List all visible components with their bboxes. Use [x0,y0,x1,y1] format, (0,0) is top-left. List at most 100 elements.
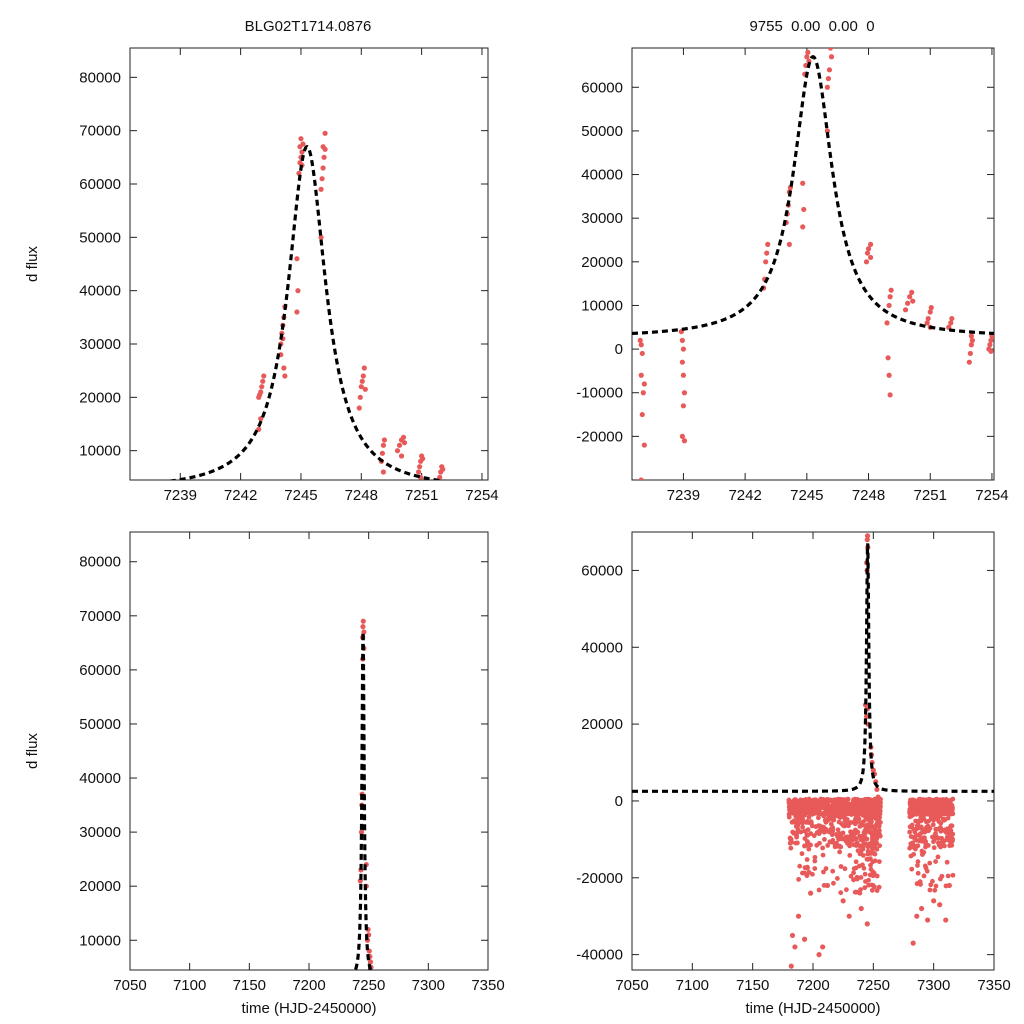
data-point [909,866,915,872]
data-point [929,801,935,806]
data-point [816,952,822,958]
data-point [861,836,867,842]
plot-frame [631,47,995,481]
data-point [381,437,388,443]
data-point [945,873,951,879]
data-point [968,342,974,348]
data-point [805,49,811,55]
data-point [908,811,914,817]
data-point [908,853,914,859]
x-tick-label: 7050 [615,977,648,994]
data-point [828,809,834,814]
data-point [916,825,921,831]
data-point [928,305,934,311]
data-point [937,902,943,908]
data-point [786,814,792,820]
data-point [820,845,826,851]
data-point [796,876,802,882]
right-column-title: 9755 0.00 0.00 0 [749,18,874,35]
x-tick-label: 7251 [405,487,438,504]
y-tick-label: 70000 [79,608,121,625]
data-point [359,378,365,384]
data-point [795,823,801,828]
data-point [968,333,974,339]
data-point [917,817,923,823]
data-point [812,858,818,864]
data-point [933,814,939,819]
data-point [907,294,913,300]
data-point [298,136,304,142]
data-point [859,822,865,828]
data-point [947,838,952,843]
data-point [851,842,857,848]
data-point [949,823,955,829]
data-point [380,442,387,448]
data-point [851,870,856,876]
data-point [941,801,947,806]
data-point [856,863,862,869]
y-tick-label: 0 [615,341,623,358]
data-point [887,392,893,398]
data-point [639,350,645,357]
data-point [795,913,802,919]
data-point [812,854,818,860]
data-point [815,807,821,812]
data-point [400,434,407,440]
data-point [813,824,819,830]
model-curve [632,543,994,793]
y-axis-label: d flux [24,246,41,282]
data-point [885,355,891,361]
data-point [865,816,871,822]
data-point [910,298,916,304]
x-axis-label: time (HJD-2450000) [241,1000,376,1017]
data-point [864,826,870,832]
data-point [380,469,387,475]
data-point [944,859,950,865]
data-point [679,337,685,343]
data-point [870,829,876,835]
data-point [922,835,927,841]
data-point [861,830,867,835]
data-point [805,832,811,838]
data-point [927,309,933,315]
data-point [908,834,914,839]
data-point [943,796,949,802]
data-point [833,802,839,808]
data-point [821,824,826,830]
data-point [797,863,803,869]
data-point [863,879,868,884]
data-point [830,868,836,874]
data-point [805,827,811,833]
data-point [804,842,810,848]
data-point [321,154,327,160]
data-point [930,810,935,816]
data-point [857,843,863,849]
data-point [843,834,849,840]
data-point [837,831,843,837]
x-tick-label: 7239 [164,487,197,504]
y-tick-label: 40000 [79,283,121,300]
y-axis-label: d flux [24,733,41,769]
data-point [358,829,365,835]
data-point [834,876,840,881]
data-point [869,887,875,893]
data-point [763,259,769,265]
data-point [680,372,687,378]
data-point [356,405,362,411]
data-point [922,826,928,832]
data-point [420,456,426,462]
data-point [794,809,800,815]
data-point [809,808,815,813]
panel-top-left: 7239 7242 7245 7248 7251 7254 10000 20000 30000 4… [24,47,499,504]
data-point [864,537,870,543]
data-point [827,48,834,51]
data-point [925,843,931,848]
x-tick-label: 7350 [977,977,1010,994]
y-tick-label: 40000 [79,770,121,787]
model-curve [632,55,994,336]
data-point [831,880,836,886]
x-tick-label: 7254 [975,487,1008,504]
y-tick-label: 10000 [581,297,623,314]
data-point [765,241,771,247]
data-point [638,477,644,480]
